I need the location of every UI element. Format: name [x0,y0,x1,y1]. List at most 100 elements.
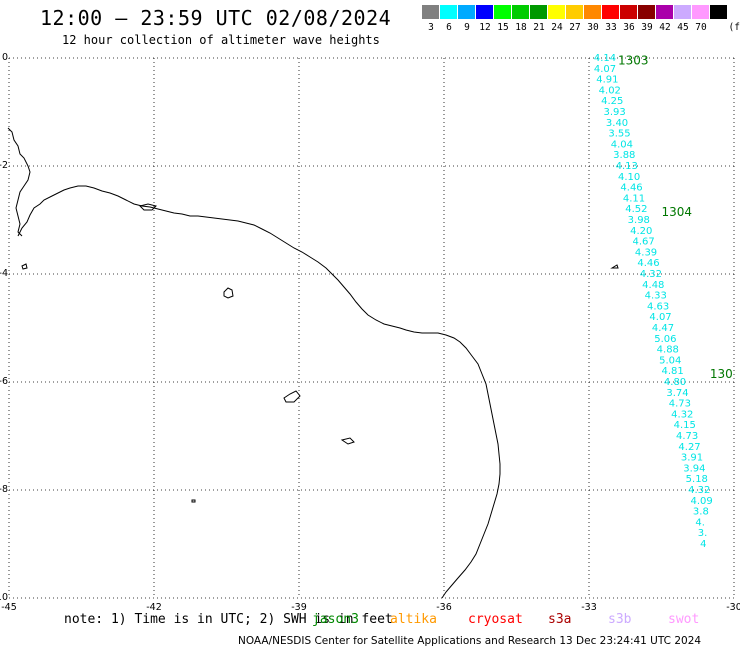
swh-value: 4. [695,517,705,528]
island-3 [340,437,355,445]
footer-credit: NOAA/NESDIS Center for Satellite Applica… [238,635,702,647]
swh-value: 4.15 [674,420,696,431]
color-swatch [566,5,584,19]
color-scale-label: 24 [551,22,563,33]
color-scale-label: 70 [695,22,707,33]
lon-tick-label: -45 [1,602,17,613]
swh-value: 4.63 [647,301,669,312]
color-scale-label: 39 [641,22,653,33]
track-labels: 1303 1304 130 [618,54,733,381]
legend-sat-s3b: s3b [608,612,632,627]
color-scale-label: 36 [623,22,635,33]
swh-value: 3.91 [681,453,703,464]
color-swatch [620,5,638,19]
page-title: 12:00 – 23:59 UTC 02/08/2024 [40,6,392,30]
swh-value: 5.06 [654,334,676,345]
color-swatch [494,5,512,19]
island-4 [191,499,196,503]
color-scale-label: 12 [479,22,491,33]
northern-coast-fragments [7,127,31,237]
color-swatch [638,5,656,19]
color-scale-label: 21 [533,22,545,33]
swh-value: 3.98 [628,215,650,226]
color-swatch [422,5,440,19]
color-swatch [602,5,620,19]
swh-value: 4.48 [642,280,664,291]
color-swatch [476,5,494,19]
swh-value: 4.09 [691,496,713,507]
legend-sat-s3a: s3a [548,612,572,627]
swh-value: 4.46 [637,258,659,269]
swh-value: 4.20 [630,226,652,237]
lon-tick-label: -42 [146,602,162,613]
swh-value: 3.8 [693,507,709,518]
swh-value: 4.32 [688,485,710,496]
color-scale-label: 45 [677,22,689,33]
color-swatch [548,5,566,19]
swh-value: 4.81 [662,366,684,377]
lon-tick-label: -33 [581,602,597,613]
swh-value: 4.47 [652,323,674,334]
color-swatch [692,5,710,19]
lon-tick-label: -30 [726,602,740,613]
swh-value: 4.52 [625,204,647,215]
swh-value: 4.32 [640,269,662,280]
swh-value: 3.74 [666,388,688,399]
color-swatch [440,5,458,19]
swh-value: 4.73 [669,399,691,410]
island-2 [283,390,301,403]
island-1 [223,287,234,299]
legend: note: 1) Time is in UTC; 2) SWH is in fe… [64,612,699,627]
color-scale-label: 18 [515,22,527,33]
swh-value: 4.07 [594,64,616,75]
swh-value: 5.04 [659,355,681,366]
color-scale-unit: (ft) [728,22,740,33]
swh-value: 4.07 [649,312,671,323]
swh-value: 4.27 [678,442,700,453]
lat-tick-label: -6 [0,376,8,387]
swh-value: 4.39 [635,247,657,258]
color-swatch [512,5,530,19]
color-scale-label: 3 [428,22,434,33]
swh-value: 3.93 [604,107,626,118]
map-axis-ticks: -45 -42 -39 -36 -33 -30 0 -2 -4 -6 -8 -10 [0,52,740,613]
swh-value: 5.18 [686,474,708,485]
island-7 [139,203,157,211]
swh-value: 4.46 [620,183,642,194]
swh-value: 4.25 [601,96,623,107]
color-scale-bar [422,5,728,19]
color-scale-label: 30 [587,22,599,33]
coastline [7,127,619,599]
track-id-label: 130 [710,367,733,381]
color-swatch [584,5,602,19]
lat-tick-label: -10 [0,592,8,603]
color-scale-label: 33 [605,22,617,33]
color-scale-label: 27 [569,22,581,33]
color-swatch [674,5,692,19]
map-grid [8,57,735,599]
brazil-coastline [17,185,501,599]
swh-value: 3.40 [606,118,628,129]
lat-tick-label: -8 [0,484,8,495]
swh-value: 4.14 [594,53,616,64]
legend-sat-cryosat: cryosat [468,612,523,627]
swh-values: 4.144.074.914.024.253.933.403.554.043.88… [594,53,713,550]
legend-note: note: 1) Time is in UTC; 2) SWH is in fe… [64,612,393,627]
lat-tick-label: 0 [2,52,8,63]
swh-value: 4.11 [623,193,645,204]
page-subtitle: 12 hour collection of altimeter wave hei… [62,33,380,47]
color-scale-label: 42 [659,22,671,33]
lat-tick-label: -2 [0,160,8,171]
swh-value: 3.88 [613,150,635,161]
lon-tick-label: -39 [291,602,307,613]
color-swatch [710,5,728,19]
swh-value: 4.88 [657,345,679,356]
track-id-label: 1303 [618,54,649,68]
swh-value: 4.13 [616,161,638,172]
swh-value: 3.55 [608,129,630,140]
swh-value: 4.73 [676,431,698,442]
track-id-label: 1304 [662,205,693,219]
swh-value: 3. [698,528,708,539]
